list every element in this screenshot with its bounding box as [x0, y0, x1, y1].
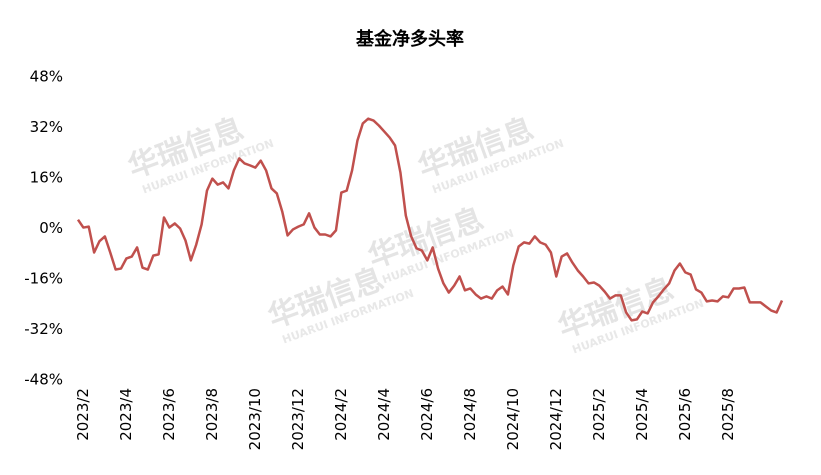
y-tick-label: -48%	[24, 371, 63, 389]
y-tick-label: -32%	[24, 320, 63, 338]
x-tick-label: 2025/8	[719, 388, 737, 441]
x-tick-label: 2023/10	[246, 388, 264, 450]
x-tick-label: 2023/2	[74, 388, 92, 441]
x-tick-label: 2023/6	[160, 388, 178, 441]
x-tick-label: 2024/6	[418, 388, 436, 441]
x-tick-label: 2024/4	[375, 388, 393, 441]
y-tick-label: -16%	[24, 270, 63, 288]
y-tick-label: 48%	[30, 68, 63, 86]
x-tick-label: 2024/12	[547, 388, 565, 450]
x-tick-label: 2024/8	[461, 388, 479, 441]
x-tick-label: 2025/6	[676, 388, 694, 441]
x-tick-label: 2025/2	[590, 388, 608, 441]
x-tick-label: 2024/10	[504, 388, 522, 450]
x-tick-label: 2023/12	[289, 388, 307, 450]
y-tick-label: 32%	[30, 118, 63, 136]
y-tick-label: 0%	[39, 219, 63, 237]
x-tick-label: 2024/2	[332, 388, 350, 441]
x-tick-label: 2025/4	[633, 388, 651, 441]
x-tick-label: 2023/4	[117, 388, 135, 441]
y-tick-label: 16%	[30, 169, 63, 187]
data-line	[76, 117, 784, 322]
x-tick-label: 2023/8	[203, 388, 221, 441]
chart-title: 基金净多头率	[355, 28, 464, 50]
